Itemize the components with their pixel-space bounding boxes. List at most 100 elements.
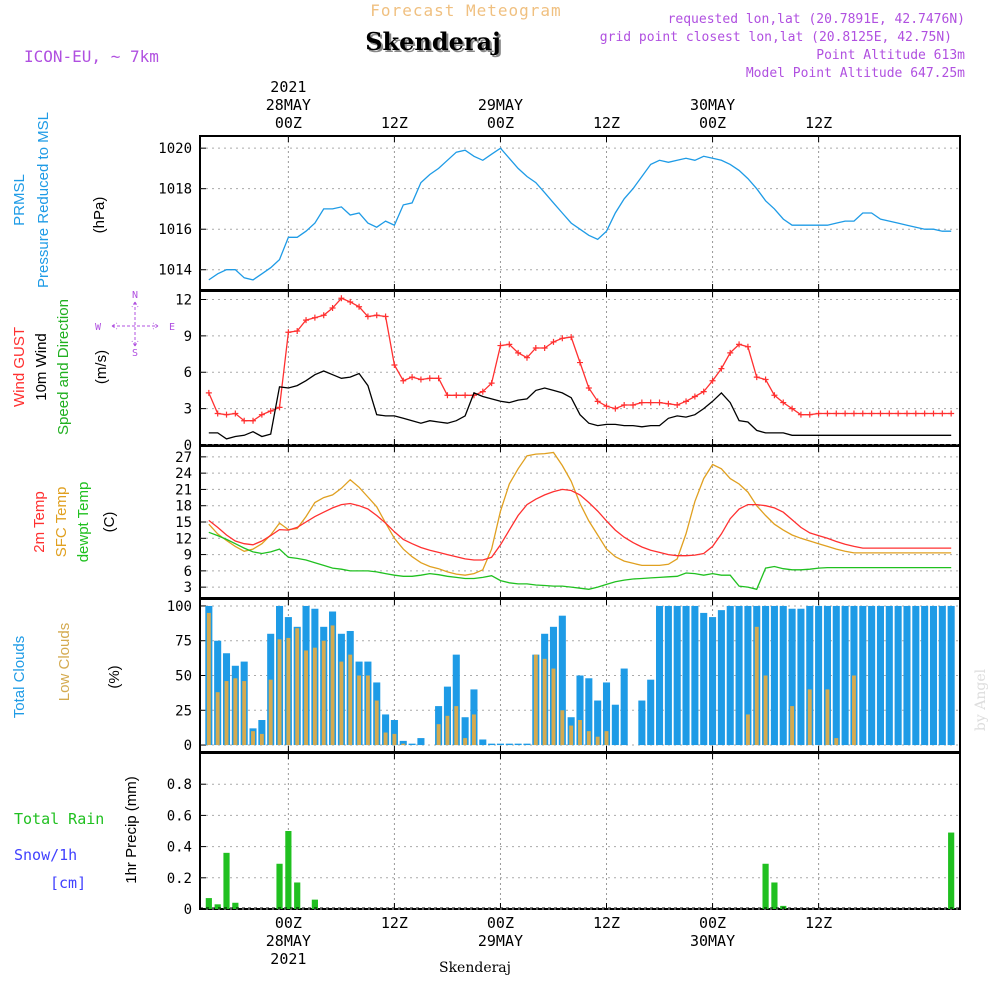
total-cloud-bar xyxy=(390,720,398,746)
pressure-unit: (hPa) xyxy=(91,197,108,234)
low-cloud-bar xyxy=(295,628,300,746)
total-cloud-bar xyxy=(647,679,655,746)
low-cloud-bar xyxy=(348,654,353,746)
time-label: 12Z xyxy=(593,914,620,932)
gridpoint-coords: grid point closest lon,lat (20.8125E, 42… xyxy=(600,30,952,45)
low-cloud-bar xyxy=(436,724,441,746)
wind-line xyxy=(208,370,952,440)
low-cloud-bar xyxy=(604,731,609,746)
temp-ylabel-2m: 2m Temp xyxy=(31,491,48,552)
gust-marker xyxy=(462,392,469,399)
y-tick-label: 0.8 xyxy=(167,777,192,793)
gust-marker xyxy=(895,410,902,417)
gust-marker xyxy=(276,404,283,411)
time-label: 00Z xyxy=(699,114,726,132)
temp-unit: (C) xyxy=(101,512,118,533)
gust-marker xyxy=(223,411,230,418)
panel-frame xyxy=(199,752,961,910)
low-cloud-bar xyxy=(321,640,326,746)
temp-ylabel-group: 2m Temp SFC Temp dewpt Temp (C) xyxy=(31,482,118,563)
gust-marker xyxy=(320,312,327,319)
low-cloud-bar xyxy=(365,675,370,746)
total-cloud-bar xyxy=(691,605,699,746)
low-cloud-bar xyxy=(586,731,591,746)
total-cloud-bar xyxy=(823,605,831,746)
low-cloud-bar xyxy=(454,706,459,746)
low-cloud-bar xyxy=(578,720,582,746)
total-cloud-bar xyxy=(620,668,628,746)
cloud-ylabel-total: Total Clouds xyxy=(11,636,28,719)
y-tick-label: 0.6 xyxy=(167,808,192,824)
y-tick-label: 0 xyxy=(184,902,192,918)
time-label: 12Z xyxy=(381,114,408,132)
time-label: 2021 xyxy=(270,950,306,968)
gust-marker xyxy=(886,410,893,417)
low-cloud-bar xyxy=(463,738,468,746)
y-tick-label: 6 xyxy=(184,365,192,381)
y-tick-label: 25 xyxy=(175,703,192,719)
gust-marker xyxy=(718,365,725,372)
gust-marker xyxy=(356,303,363,310)
low-cloud-bar xyxy=(560,710,565,746)
panel-0: 1014 1016 1018 1020 xyxy=(158,135,961,291)
low-cloud-bar xyxy=(374,700,379,746)
time-label: 29MAY xyxy=(478,96,523,114)
low-cloud-bar xyxy=(825,689,830,746)
gust-marker xyxy=(709,377,716,384)
wind-ylabel-10m: 10m Wind xyxy=(33,333,50,401)
time-label: 30MAY xyxy=(690,932,735,950)
gust-marker xyxy=(506,341,513,348)
gust-marker xyxy=(409,374,416,381)
time-label: 00Z xyxy=(487,914,514,932)
rain-bar xyxy=(762,863,769,909)
total-cloud-bar xyxy=(496,743,504,746)
total-cloud-bar xyxy=(717,610,725,746)
gust-marker xyxy=(877,410,884,417)
gust-marker xyxy=(736,341,743,348)
low-cloud-bar xyxy=(392,733,397,746)
y-tick-label: 0 xyxy=(184,438,192,454)
rain-bar xyxy=(276,863,283,909)
temp-ylabel-sfc: SFC Temp xyxy=(53,487,70,558)
total-cloud-bar xyxy=(452,654,460,746)
total-cloud-bar xyxy=(815,605,823,746)
total-cloud-bar xyxy=(417,738,425,746)
low-cloud-bar xyxy=(242,681,247,746)
total-cloud-bar xyxy=(876,605,884,746)
gust-marker xyxy=(585,385,592,392)
time-label: 29MAY xyxy=(478,932,523,950)
prmsl-line xyxy=(208,147,952,281)
total-cloud-bar xyxy=(806,605,814,746)
low-cloud-bar xyxy=(807,689,812,746)
low-cloud-bar xyxy=(233,678,238,746)
compass-cross xyxy=(111,301,159,347)
total-cloud-bar xyxy=(841,605,849,746)
point-altitude: Point Altitude 613m xyxy=(816,48,965,63)
rain-bar xyxy=(294,882,301,909)
wind-compass: N S W E xyxy=(95,290,175,359)
compass-w: W xyxy=(95,322,102,333)
panel-frame xyxy=(199,135,961,291)
time-label: 00Z xyxy=(275,914,302,932)
total-cloud-bar xyxy=(488,743,496,746)
sfc-temp-line xyxy=(208,451,952,576)
gust-marker xyxy=(833,410,840,417)
gust-marker xyxy=(311,314,318,321)
y-tick-label: 12 xyxy=(175,292,192,308)
total-cloud-bar xyxy=(638,700,646,746)
gust-marker xyxy=(753,374,760,381)
total-cloud-bar xyxy=(602,682,611,746)
total-cloud-bar xyxy=(832,605,840,746)
gust-marker xyxy=(850,410,857,417)
gust-marker xyxy=(267,408,274,415)
precip-snow-unit: [cm] xyxy=(50,874,86,892)
gust-marker xyxy=(550,338,557,345)
total-cloud-bar xyxy=(788,608,796,746)
total-cloud-bar xyxy=(903,605,911,746)
gust-marker xyxy=(797,411,804,418)
y-tick-label: 9 xyxy=(184,548,192,564)
total-cloud-bar xyxy=(656,605,664,746)
low-cloud-bar xyxy=(259,733,264,746)
